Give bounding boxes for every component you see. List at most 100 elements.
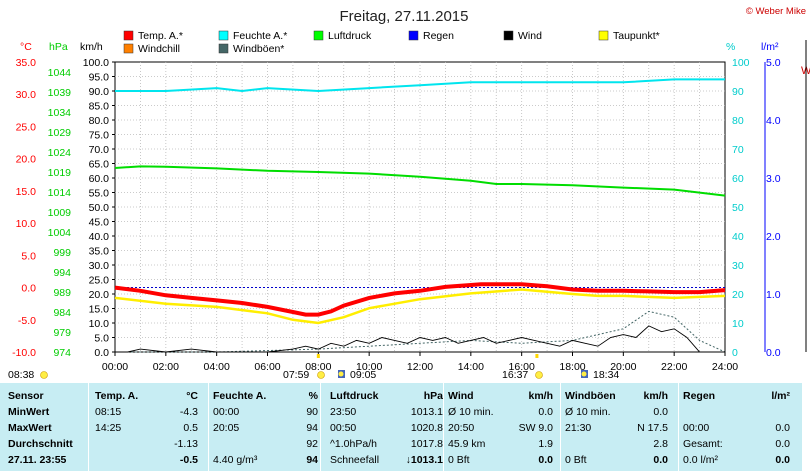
- table-cell: 21:30: [565, 422, 592, 434]
- hpa-tick-label: 1004: [48, 227, 72, 239]
- event-time-label: 08:38: [8, 369, 34, 381]
- x-tick-label: 18:00: [559, 361, 585, 373]
- series-luftdruck: [114, 165, 726, 197]
- legend-label: Windchill: [138, 43, 180, 55]
- table-header: km/h: [528, 390, 553, 402]
- hpa-tick-label: 999: [53, 247, 71, 259]
- pct-tick-label: 80: [732, 115, 744, 127]
- kmh-tick-label: 85.0: [89, 101, 110, 113]
- table-cell: 0.0: [775, 454, 790, 466]
- kmh-tick-label: 60.0: [89, 173, 110, 185]
- table-column-divider: [443, 383, 444, 471]
- stats-table: Sensor Temp. A. °C Feuchte A.% Luftdruck hPa W…: [0, 383, 802, 471]
- table-row-label: MaxWert: [8, 422, 52, 434]
- table-cell: 1.9: [538, 438, 553, 450]
- pct-unit: %: [726, 41, 735, 53]
- table-row-label: MinWert: [8, 406, 50, 418]
- legend-swatch: [313, 30, 324, 41]
- hpa-tick-label: 1029: [48, 127, 72, 139]
- table-cell: 4.40 g/m³: [213, 454, 258, 466]
- moon-icon-dot: [581, 371, 587, 377]
- lm2-tick-label: 0.0: [766, 347, 781, 359]
- event-time-label: 18:34: [593, 369, 619, 381]
- x-event-marker: [535, 354, 539, 358]
- legend-label: Taupunkt*: [613, 30, 660, 42]
- temp-tick-label: 15.0: [16, 186, 37, 198]
- x-tick-label: 24:00: [712, 361, 738, 373]
- pct-tick-label: 60: [732, 173, 744, 185]
- table-row-label: Durchschnitt: [8, 438, 73, 450]
- table-cell: 90: [306, 406, 318, 418]
- legend-swatch: [408, 30, 419, 41]
- table-header: Sensor: [8, 390, 44, 402]
- table-cell: 0.0 l/m²: [683, 454, 719, 466]
- x-tick-label: 16:00: [509, 361, 535, 373]
- temp-tick-label: 10.0: [16, 218, 37, 230]
- table-cell: 0.0: [775, 422, 790, 434]
- table-cell: 23:50: [330, 406, 357, 418]
- hpa-tick-label: 1019: [48, 167, 72, 179]
- x-tick-label: 08:00: [305, 361, 331, 373]
- kmh-tick-label: 90.0: [89, 86, 110, 98]
- legend-label: Feuchte A.*: [233, 30, 287, 42]
- hpa-unit: hPa: [49, 41, 68, 53]
- table-cell: 20:50: [448, 422, 475, 434]
- table-column-divider: [88, 383, 89, 471]
- lm2-tick-label: 1.0: [766, 289, 781, 301]
- table-header: hPa: [423, 390, 443, 402]
- table-cell: 0.0: [653, 454, 668, 466]
- table-row-label: 27.11. 23:55: [8, 454, 67, 466]
- kmh-tick-label: 75.0: [89, 130, 110, 142]
- hpa-tick-label: 1009: [48, 207, 72, 219]
- event-time-label: 09:05: [350, 369, 376, 381]
- legend-swatch: [123, 43, 134, 54]
- table-cell: 92: [306, 438, 318, 450]
- table-header: Regen: [683, 390, 716, 402]
- hpa-tick-label: 1034: [48, 107, 72, 119]
- table-cell: 0.0: [775, 438, 790, 450]
- table-header: °C: [186, 390, 198, 402]
- chart-title: Freitag, 27.11.2015: [340, 8, 469, 25]
- series-windboeen: [115, 310, 726, 353]
- event-time-label: 16:37: [502, 369, 528, 381]
- table-cell: 0.5: [183, 422, 198, 434]
- pct-tick-label: 40: [732, 231, 744, 243]
- kmh-tick-label: 80.0: [89, 115, 110, 127]
- x-tick-label: 14:00: [458, 361, 484, 373]
- legend-swatch: [598, 30, 609, 41]
- hpa-tick-label: 989: [53, 287, 71, 299]
- hpa-tick-label: 1044: [48, 67, 72, 79]
- table-cell: 1017.8: [410, 438, 443, 450]
- sun-moon-events: 08:38 07:59 09:05 16:37 18:34: [8, 354, 619, 381]
- x-tick-label: 06:00: [254, 361, 280, 373]
- kmh-tick-label: 25.0: [89, 275, 110, 287]
- table-header: Windböen: [565, 390, 616, 402]
- table-cell: Gesamt:: [683, 438, 723, 450]
- table-column-divider: [560, 383, 561, 471]
- temp-tick-label: -10.0: [12, 347, 36, 359]
- temp-tick-label: -5.0: [18, 315, 36, 327]
- pct-tick-label: 0: [732, 347, 738, 359]
- table-header: Temp. A.: [95, 390, 139, 402]
- series-feuchte: [115, 78, 725, 93]
- x-event-marker: [316, 354, 320, 358]
- temp-tick-label: 35.0: [16, 57, 37, 69]
- x-tick-label: 20:00: [610, 361, 636, 373]
- kmh-tick-label: 55.0: [89, 188, 110, 200]
- weather-chart: Freitag, 27.11.2015 © Weber Mike W Temp.…: [8, 6, 810, 381]
- table-cell: 0 Bft: [565, 454, 587, 466]
- pct-tick-label: 90: [732, 86, 744, 98]
- table-cell: Schneefall: [330, 454, 380, 466]
- table-cell: 0.0: [538, 406, 553, 418]
- kmh-tick-label: 15.0: [89, 304, 110, 316]
- lm2-tick-label: 3.0: [766, 173, 781, 185]
- table-cell: 08:15: [95, 406, 122, 418]
- x-tick-label: 12:00: [407, 361, 433, 373]
- sun-icon: [40, 371, 48, 379]
- kmh-tick-label: 95.0: [89, 72, 110, 84]
- kmh-tick-label: 100.0: [83, 57, 109, 69]
- table-column-divider: [678, 383, 679, 471]
- kmh-tick-label: 40.0: [89, 231, 110, 243]
- table-cell: 14:25: [95, 422, 122, 434]
- hpa-tick-label: 974: [53, 347, 71, 359]
